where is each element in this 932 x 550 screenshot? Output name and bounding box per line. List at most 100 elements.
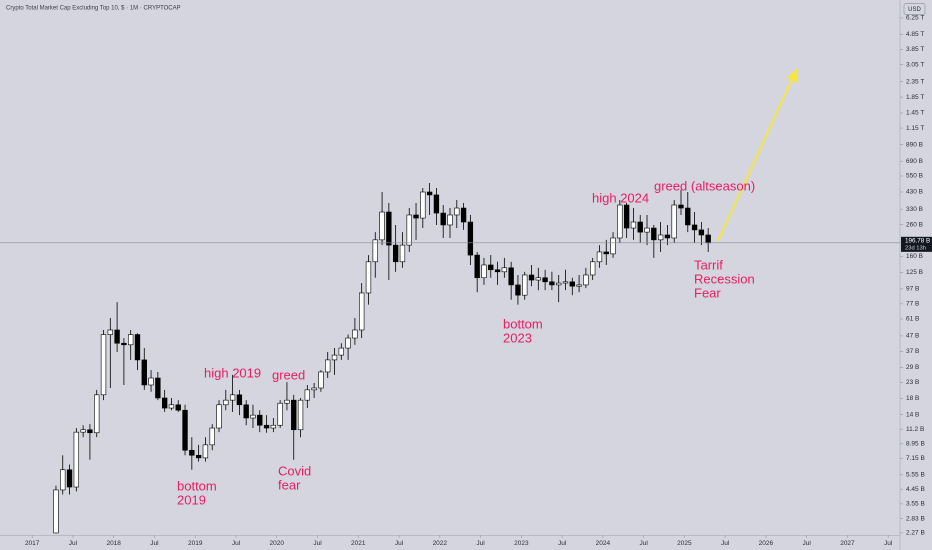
chart-title: Crypto Total Market Cap Excluding Top 10… bbox=[6, 6, 181, 12]
candle-body bbox=[250, 414, 256, 419]
y-tick-label: 6.25 T bbox=[906, 15, 924, 22]
x-tick-label: Jul bbox=[803, 540, 812, 547]
currency-label[interactable]: USD bbox=[908, 7, 921, 13]
y-tick-label: 8.95 B bbox=[906, 440, 925, 447]
y-tick-label: 4.45 B bbox=[906, 486, 925, 493]
candle-body bbox=[352, 329, 358, 339]
candle-body bbox=[195, 454, 202, 459]
candle-body bbox=[433, 194, 440, 214]
candle-body bbox=[651, 227, 657, 241]
x-tick-label: 2027 bbox=[840, 540, 855, 547]
candle-body bbox=[440, 212, 446, 226]
y-tick-label: 550 B bbox=[906, 173, 923, 180]
candle-body bbox=[556, 282, 562, 286]
candle-body bbox=[168, 404, 175, 409]
candle-body bbox=[318, 371, 324, 389]
y-tick-label: 37 B bbox=[906, 348, 919, 355]
candle-body bbox=[202, 444, 209, 459]
candle-body bbox=[66, 469, 73, 488]
y-tick-label: 1.45 T bbox=[906, 110, 924, 117]
annotation: Tarrif bbox=[694, 257, 723, 272]
y-tick-label: 97 B bbox=[906, 286, 919, 293]
x-tick-label: 2023 bbox=[514, 540, 529, 547]
candle-body bbox=[671, 204, 677, 239]
candle-body bbox=[678, 204, 684, 209]
candle-body bbox=[420, 191, 426, 219]
candle-body bbox=[216, 404, 222, 429]
candle-body bbox=[277, 402, 283, 426]
candle-body bbox=[501, 267, 508, 273]
annotation: fear bbox=[278, 477, 301, 492]
candle-body bbox=[60, 469, 66, 491]
countdown-label: 23d 13h bbox=[905, 245, 926, 251]
candle-body bbox=[610, 237, 616, 255]
y-tick-label: 4.85 T bbox=[906, 31, 924, 38]
x-tick-label: 2022 bbox=[433, 540, 448, 547]
annotation: 2023 bbox=[503, 330, 532, 345]
y-tick-label: 2.27 B bbox=[906, 530, 925, 537]
y-tick-label: 125 B bbox=[906, 269, 923, 276]
candle-body bbox=[657, 234, 664, 241]
candle-body bbox=[474, 254, 480, 279]
candle-body bbox=[596, 251, 603, 263]
x-tick-label: 2017 bbox=[25, 540, 40, 547]
candle-body bbox=[562, 281, 569, 284]
y-tick-label: 3.55 B bbox=[906, 501, 925, 508]
currency-box[interactable] bbox=[903, 3, 926, 15]
candle-body bbox=[345, 337, 351, 349]
x-tick-label: 2021 bbox=[351, 540, 366, 547]
candle-body bbox=[392, 244, 399, 263]
y-tick-label: 61 B bbox=[906, 316, 919, 323]
y-tick-label: 7.15 B bbox=[906, 455, 925, 462]
candle-body bbox=[685, 207, 691, 226]
candle-body bbox=[311, 387, 317, 391]
candle-body bbox=[80, 429, 86, 433]
candle-body bbox=[359, 292, 365, 331]
candle-body bbox=[467, 221, 474, 256]
x-tick-label: Jul bbox=[721, 540, 730, 547]
y-tick-label: 14 B bbox=[906, 411, 919, 418]
candle-body bbox=[141, 359, 147, 386]
candle-body bbox=[705, 234, 711, 244]
candle-body bbox=[107, 329, 113, 335]
x-tick-label: 2019 bbox=[188, 540, 203, 547]
candle-body bbox=[87, 429, 93, 434]
candle-body bbox=[535, 277, 541, 281]
candle-body bbox=[148, 377, 154, 386]
candle-body bbox=[189, 449, 195, 456]
y-tick-label: 1.15 T bbox=[906, 125, 924, 132]
y-tick-label: 5.55 B bbox=[906, 472, 925, 479]
y-tick-label: 260 B bbox=[906, 221, 923, 228]
candle-body bbox=[291, 399, 297, 431]
candle-body bbox=[644, 227, 650, 233]
candle-body bbox=[209, 427, 215, 446]
candle-body bbox=[454, 207, 460, 216]
candle-body bbox=[528, 274, 535, 281]
annotation: greed bbox=[272, 367, 305, 382]
arrow-head bbox=[787, 68, 797, 83]
candle-body bbox=[114, 329, 120, 344]
candle-body bbox=[664, 234, 671, 239]
candle-body bbox=[386, 211, 392, 246]
x-tick-label: 2018 bbox=[106, 540, 121, 547]
candle-body bbox=[406, 214, 412, 246]
candle-body bbox=[284, 399, 290, 404]
candle-body bbox=[372, 239, 378, 263]
candle-body bbox=[637, 221, 643, 233]
x-tick-label: Jul bbox=[313, 540, 322, 547]
annotation: high 2019 bbox=[204, 365, 261, 380]
candle-body bbox=[73, 431, 80, 488]
candle-body bbox=[488, 264, 494, 271]
y-tick-label: 330 B bbox=[906, 206, 923, 213]
candle-body bbox=[460, 207, 467, 223]
candle-body bbox=[617, 204, 623, 239]
candle-body bbox=[182, 409, 188, 451]
candle-body bbox=[576, 284, 582, 287]
x-tick-label: Jul bbox=[150, 540, 159, 547]
candle-body bbox=[379, 211, 385, 241]
candle-body bbox=[155, 377, 161, 399]
candle-body bbox=[100, 334, 107, 396]
candle-body bbox=[365, 261, 372, 294]
candle-body bbox=[522, 274, 528, 296]
